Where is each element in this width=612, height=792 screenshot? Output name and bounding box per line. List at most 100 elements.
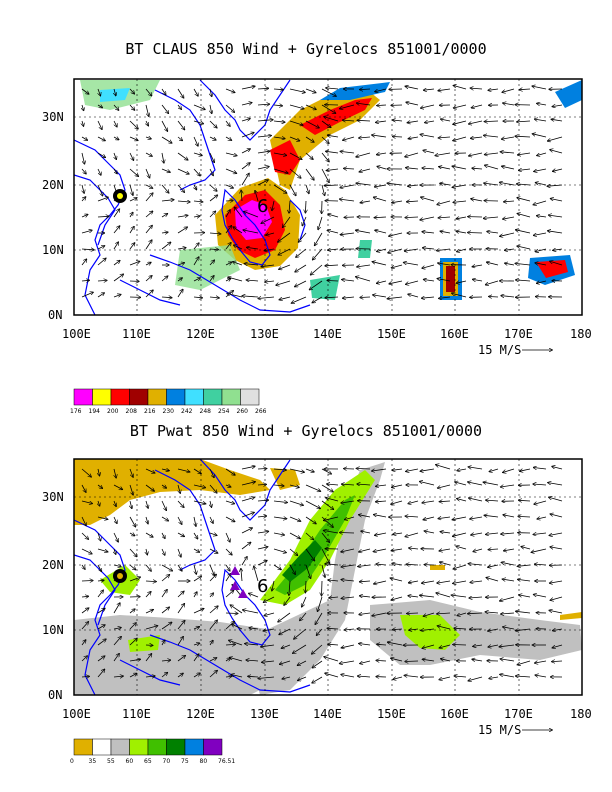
- wind-vector: [517, 660, 531, 665]
- wind-vector: [341, 233, 355, 235]
- wind-vector: [249, 593, 259, 598]
- colorbar-label: 248: [199, 408, 211, 415]
- wind-vector: [408, 137, 419, 139]
- wind-vector: [82, 104, 84, 110]
- wind-vector: [549, 215, 563, 217]
- wind-vector: [468, 613, 483, 614]
- wind-vector: [489, 468, 499, 472]
- wind-vector: [343, 120, 355, 121]
- wind-vector: [145, 676, 155, 677]
- wind-vector: [209, 152, 214, 162]
- wind-vector: [439, 167, 451, 170]
- wind-vector: [81, 640, 86, 646]
- colorbar-label: 75: [181, 758, 189, 765]
- wind-vector: [145, 226, 152, 234]
- panel1-lon-label-120e: 120E: [186, 327, 215, 341]
- wind-vector: [437, 200, 451, 205]
- panel1-lon-label-100e: 100E: [62, 327, 91, 341]
- panel2-lon-label-130e: 130E: [250, 707, 279, 721]
- wind-vector: [357, 120, 371, 121]
- wind-vector: [289, 484, 299, 487]
- wind-vector: [278, 248, 291, 255]
- panel2-lon-label-180: 180: [570, 707, 592, 721]
- wind-vector: [98, 500, 100, 506]
- wind-vector: [536, 248, 547, 252]
- wind-vector: [312, 660, 323, 668]
- wind-vector: [453, 201, 467, 202]
- wind-vector: [321, 152, 329, 162]
- wind-vector: [209, 120, 217, 128]
- wind-vector: [549, 610, 563, 614]
- wind-vector: [321, 548, 330, 563]
- wind-vector: [340, 104, 355, 109]
- wind-vector: [81, 656, 87, 662]
- wind-vector: [324, 657, 339, 662]
- wind-vector: [486, 500, 499, 501]
- panel1-lon-label-170e: 170E: [504, 327, 533, 341]
- wind-vector: [113, 484, 122, 489]
- wind-vector: [420, 468, 435, 471]
- wind-vector: [406, 168, 419, 169]
- wind-vector: [440, 562, 451, 566]
- wind-vector: [257, 180, 268, 186]
- wind-vector: [210, 641, 213, 646]
- wind-vector: [129, 638, 137, 646]
- wind-vector: [257, 120, 273, 121]
- panel2-lon-label-150e: 150E: [377, 707, 406, 721]
- wind-vector: [305, 468, 314, 472]
- wind-vector: [423, 659, 435, 661]
- wind-vector: [501, 485, 515, 487]
- wind-vector: [145, 88, 152, 96]
- wind-vector: [129, 484, 133, 495]
- wind-vector: [533, 533, 547, 535]
- wind-vector: [422, 580, 435, 583]
- wind-vector: [391, 596, 403, 600]
- wind-vector: [257, 484, 266, 485]
- wind-vector: [295, 264, 307, 272]
- wind-vector: [422, 501, 435, 503]
- wind-vector: [279, 628, 291, 634]
- wind-vector: [193, 136, 198, 146]
- wind-vector: [473, 279, 483, 281]
- wind-vector: [129, 533, 135, 536]
- wind-vector: [408, 294, 419, 298]
- colorbar-swatch: [92, 738, 112, 756]
- wind-vector: [439, 549, 451, 551]
- wind-vector: [374, 548, 387, 552]
- wind-vector: [273, 564, 281, 570]
- wind-vector: [241, 119, 250, 121]
- wind-vector: [257, 88, 268, 89]
- wind-vector: [114, 468, 116, 478]
- colorbar-swatch: [184, 388, 204, 406]
- wind-vector: [161, 516, 168, 521]
- wind-vector: [81, 292, 93, 298]
- panel2-lat-label-20n: 20N: [42, 558, 64, 572]
- wind-vector: [341, 548, 355, 552]
- wind-vector: [241, 174, 249, 186]
- wind-vector: [272, 200, 274, 210]
- wind-vector: [177, 263, 184, 265]
- wind-vector: [310, 280, 323, 290]
- wind-vector: [518, 579, 531, 581]
- wind-vector: [425, 121, 435, 123]
- wind-vector: [328, 230, 339, 234]
- wind-vector: [81, 152, 85, 164]
- wind-vector: [278, 232, 291, 242]
- wind-vector: [241, 542, 251, 550]
- wind-vector: [322, 580, 323, 596]
- wind-vector: [177, 621, 185, 630]
- wind-vector: [356, 230, 371, 234]
- wind-vector: [193, 297, 202, 298]
- wind-vector: [82, 120, 84, 126]
- wind-vector: [282, 677, 291, 679]
- wind-vector: [327, 484, 339, 485]
- wind-vector: [289, 532, 300, 539]
- wind-vector: [161, 168, 170, 172]
- panel1-lon-label-160e: 160E: [440, 327, 469, 341]
- wind-vector: [273, 168, 288, 173]
- wind-vector: [81, 468, 91, 477]
- wind-vector: [161, 232, 168, 233]
- wind-vector: [114, 500, 116, 506]
- wind-vector: [258, 297, 275, 299]
